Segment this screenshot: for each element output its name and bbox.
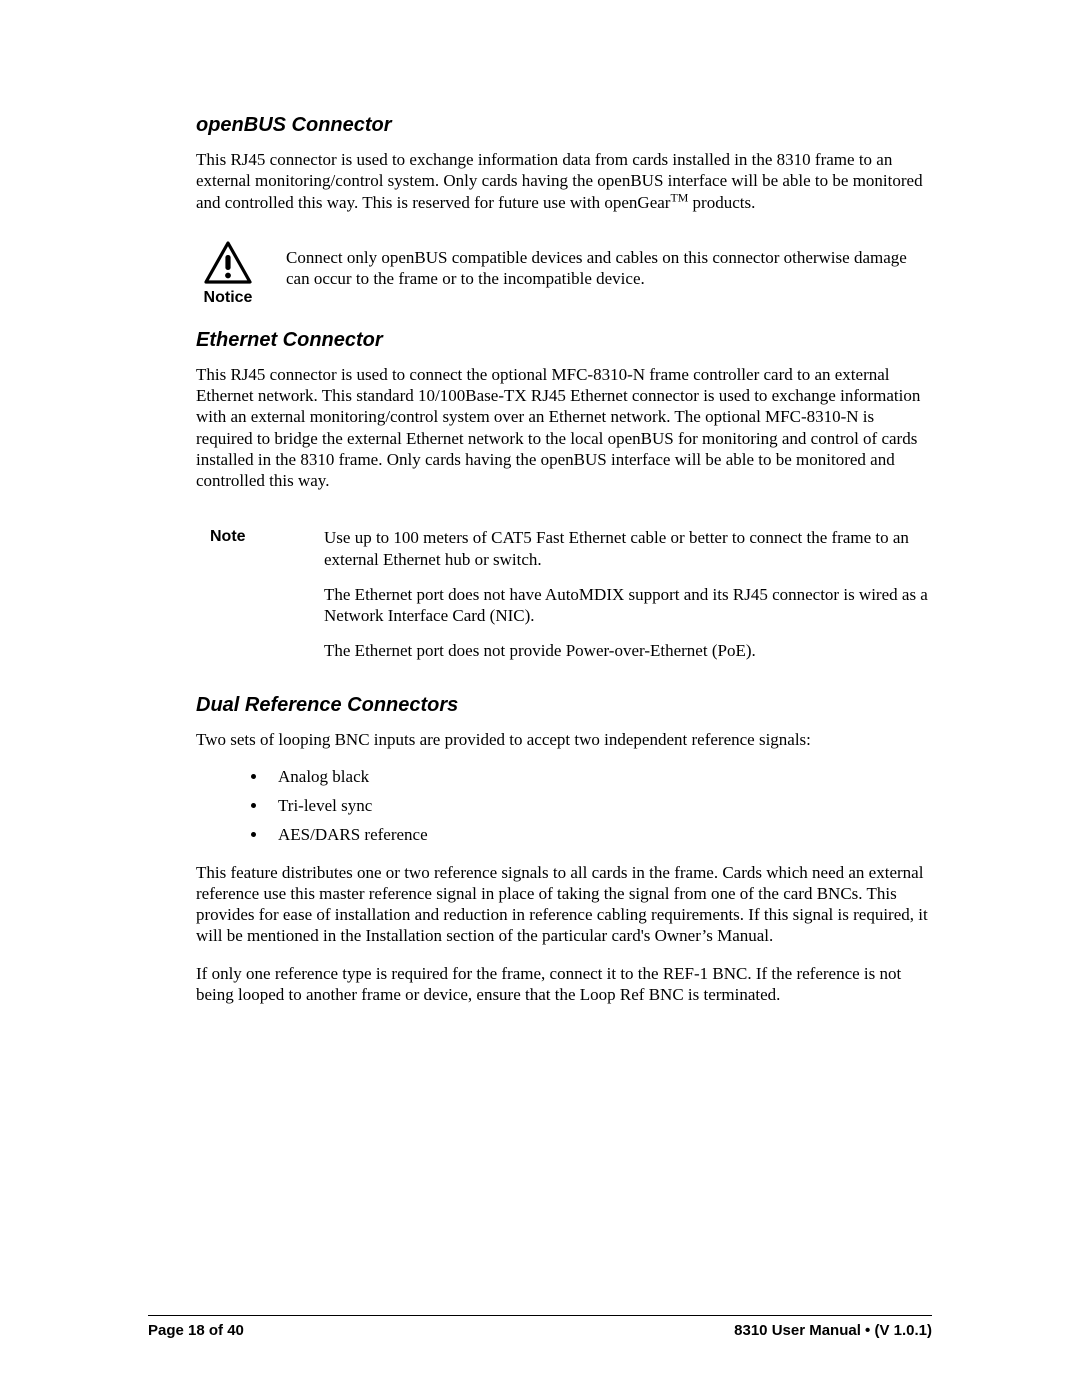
openbus-text-post: products. bbox=[688, 193, 755, 212]
page-footer: Page 18 of 40 8310 User Manual • (V 1.0.… bbox=[148, 1315, 932, 1339]
note-paragraph-1: Use up to 100 meters of CAT5 Fast Ethern… bbox=[324, 527, 932, 570]
note-body: Use up to 100 meters of CAT5 Fast Ethern… bbox=[324, 527, 932, 675]
footer-rule bbox=[148, 1315, 932, 1316]
heading-dual-ref: Dual Reference Connectors bbox=[196, 694, 932, 717]
list-item: AES/DARS reference bbox=[268, 824, 932, 845]
warning-triangle-icon bbox=[203, 241, 253, 285]
notice-text: Connect only openBUS compatible devices … bbox=[286, 241, 932, 290]
heading-openbus: openBUS Connector bbox=[196, 114, 932, 137]
document-page: openBUS Connector This RJ45 connector is… bbox=[0, 0, 1080, 1397]
ethernet-paragraph: This RJ45 connector is used to connect t… bbox=[196, 364, 932, 492]
footer-doc-title: 8310 User Manual • (V 1.0.1) bbox=[734, 1322, 932, 1339]
openbus-paragraph: This RJ45 connector is used to exchange … bbox=[196, 149, 932, 213]
note-block: Note Use up to 100 meters of CAT5 Fast E… bbox=[196, 527, 932, 675]
notice-label: Notice bbox=[196, 289, 260, 307]
footer-row: Page 18 of 40 8310 User Manual • (V 1.0.… bbox=[148, 1322, 932, 1339]
heading-ethernet: Ethernet Connector bbox=[196, 329, 932, 352]
note-paragraph-3: The Ethernet port does not provide Power… bbox=[324, 640, 932, 661]
openbus-text-pre: This RJ45 connector is used to exchange … bbox=[196, 150, 923, 212]
notice-block: Notice Connect only openBUS compatible d… bbox=[196, 241, 932, 307]
dual-ref-intro: Two sets of looping BNC inputs are provi… bbox=[196, 729, 932, 750]
list-item: Tri-level sync bbox=[268, 795, 932, 816]
list-item: Analog black bbox=[268, 766, 932, 787]
note-paragraph-2: The Ethernet port does not have AutoMDIX… bbox=[324, 584, 932, 627]
notice-icon-container: Notice bbox=[196, 241, 260, 307]
reference-list: Analog black Tri-level sync AES/DARS ref… bbox=[196, 766, 932, 846]
dual-ref-para2: This feature distributes one or two refe… bbox=[196, 862, 932, 947]
footer-page-number: Page 18 of 40 bbox=[148, 1322, 244, 1339]
trademark-superscript: TM bbox=[670, 190, 688, 204]
dual-ref-para3: If only one reference type is required f… bbox=[196, 963, 932, 1006]
note-label: Note bbox=[196, 527, 276, 546]
